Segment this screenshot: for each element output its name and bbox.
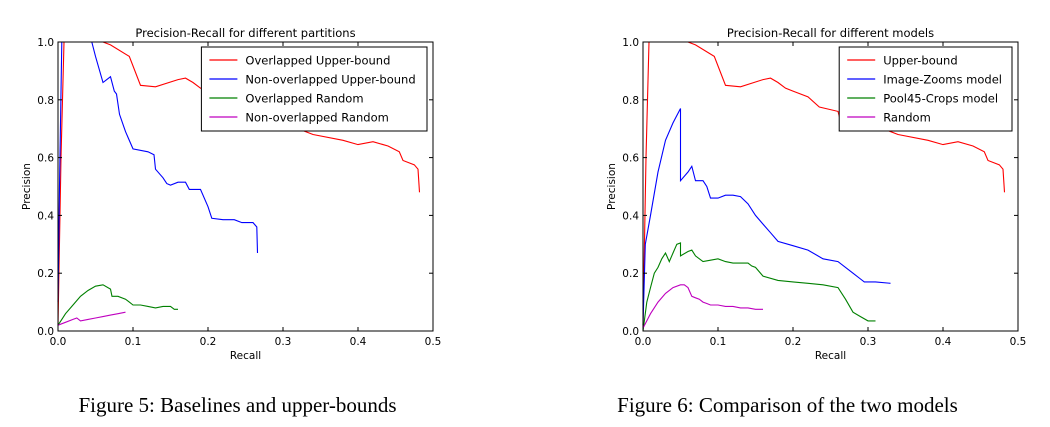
figure-6-caption: Figure 6: Comparison of the two models [617,393,958,417]
figure-5-caption: Figure 5: Baselines and upper-bounds [78,393,397,417]
series-line-4 [642,284,763,329]
x-axis-label: Recall [815,350,846,362]
x-tick-label: 0.3 [275,336,292,348]
legend-label-2: Non-overlapped Upper-bound [245,73,415,87]
plot-frame [642,41,1019,332]
legend-label-3: Pool45-Crops model [883,92,998,106]
y-axis-label: Precision [21,163,33,210]
y-axis-label: Precision [606,163,618,210]
x-tick-label: 0.0 [635,336,652,348]
series-line-2 [57,41,259,303]
legend-label-4: Non-overlapped Random [245,111,388,125]
chart-title: Precision-Recall for different partition… [135,26,355,40]
x-tick-label: 0.1 [125,336,142,348]
figure-5: Precision-Recall for different partition… [21,26,442,417]
plot-frame [57,41,434,332]
y-tick-label: 0.0 [622,326,639,338]
legend-label-2: Image-Zooms model [883,73,1002,87]
x-tick-label: 0.2 [200,336,217,348]
series-line-3 [57,284,178,326]
series-line-4 [57,311,126,326]
legend-label-1: Upper-bound [883,54,957,68]
series-line-2 [642,108,891,326]
legend-label-3: Overlapped Random [245,92,363,106]
figure-6: Precision-Recall for different models 0.0… [525,0,1050,427]
y-tick-label: 0.8 [622,95,639,107]
y-tick-label: 0.6 [37,153,54,165]
x-tick-label: 0.5 [425,336,442,348]
y-tick-label: 0.6 [622,153,639,165]
x-tick-label: 0.4 [350,336,367,348]
precision-recall-chart-partitions: Precision-Recall for different partition… [21,26,442,362]
series-group [642,41,1006,332]
y-tick-label: 0.8 [37,95,54,107]
legend-label-1: Overlapped Upper-bound [245,54,390,68]
y-tick-label: 0.2 [622,268,639,280]
y-tick-label: 0.2 [37,268,54,280]
x-tick-label: 0.5 [1010,336,1027,348]
series-line-1 [642,41,1006,326]
x-tick-label: 0.1 [710,336,727,348]
chart-title: Precision-Recall for different models [727,26,934,40]
legend: Upper-bound Image-Zooms model Pool45-Crops… [838,46,1013,132]
y-tick-label: 0.4 [37,210,54,222]
y-tick-label: 0.4 [622,210,639,222]
y-tick-label: 1.0 [37,37,54,49]
x-tick-label: 0.3 [860,336,877,348]
x-tick-label: 0.4 [935,336,952,348]
y-tick-label: 0.0 [37,326,54,338]
x-tick-label: 0.0 [50,336,67,348]
legend-box [200,46,428,132]
legend-label-4: Random [883,111,931,125]
x-axis-label: Recall [230,350,261,362]
series-line-3 [642,242,876,332]
x-tick-label: 0.2 [785,336,802,348]
y-tick-label: 1.0 [622,37,639,49]
precision-recall-chart-models: Precision-Recall for different models 0.0… [606,26,1027,362]
legend: Overlapped Upper-bound Non-overlapped Upp… [200,46,428,132]
